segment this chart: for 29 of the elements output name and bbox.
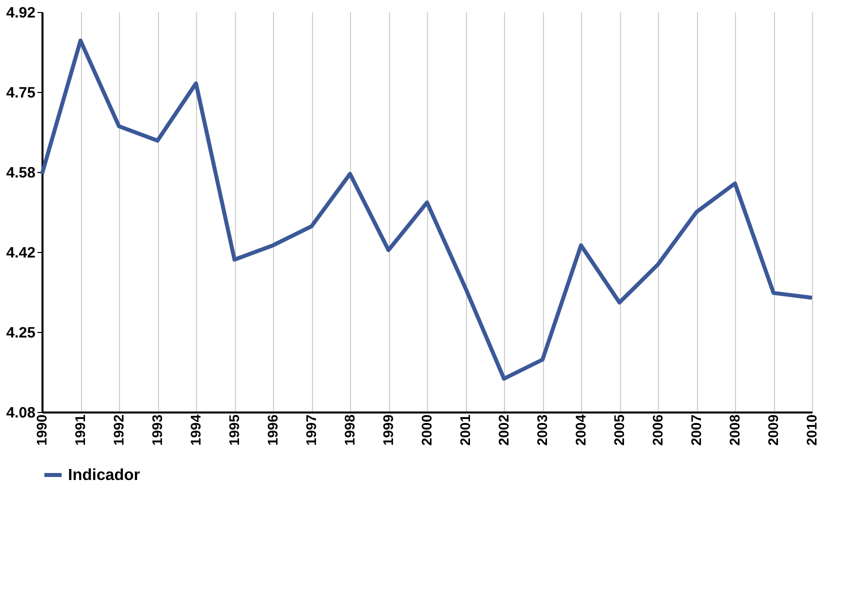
x-tick-label: 1993 (149, 414, 165, 446)
y-tick-label: 4.92 (6, 4, 36, 22)
y-tick-label: 4.25 (6, 324, 36, 342)
x-tick-label: 1999 (380, 414, 396, 446)
x-tick-label: 1994 (188, 414, 204, 446)
x-tick-label: 2003 (534, 414, 550, 446)
x-tick-label: 2009 (765, 414, 781, 446)
x-tick-label: 2010 (804, 414, 820, 446)
x-tick-label: 1992 (110, 414, 126, 446)
x-tick-label: 2006 (650, 414, 666, 446)
x-tick-label: 1998 (342, 414, 358, 446)
x-tick-label: 2007 (688, 414, 704, 446)
y-tick-label: 4.42 (6, 244, 36, 262)
x-tick-label: 1990 (34, 414, 50, 446)
x-tick-label: 1997 (303, 414, 319, 446)
y-tick-label: 4.58 (6, 164, 36, 182)
y-tick-label: 4.75 (6, 84, 36, 102)
y-tick-label: 4.08 (6, 404, 36, 422)
line-series (40, 38, 814, 381)
legend-label: Indicador (68, 467, 140, 484)
x-tick-label: 2000 (418, 414, 434, 446)
x-tick-label: 2008 (726, 414, 742, 446)
x-tick-label: 2002 (496, 414, 512, 446)
x-tick-label: 2001 (457, 414, 473, 446)
x-tick-label: 1995 (226, 414, 242, 446)
x-tick-label: 2004 (572, 414, 588, 446)
x-tick-label: 2005 (611, 414, 627, 446)
x-tick-label: 1991 (72, 414, 88, 446)
x-tick-label: 1996 (264, 414, 280, 446)
